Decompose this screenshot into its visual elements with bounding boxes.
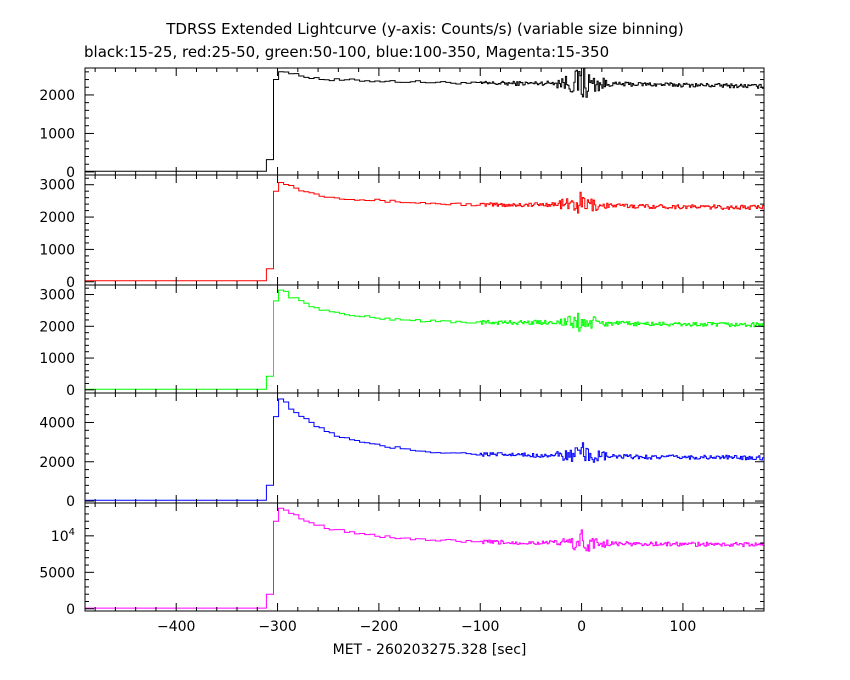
panel-2: 0 1000 2000 3000 bbox=[39, 174, 765, 291]
panel-1: 0 1000 2000 bbox=[39, 67, 765, 181]
y-tick-label: 1000 bbox=[39, 242, 75, 258]
series-line-4 bbox=[85, 398, 764, 501]
y-tick-label: 0 bbox=[66, 165, 75, 181]
y-tick-label: 2000 bbox=[39, 319, 75, 335]
y-tick-label-exponent: 4 bbox=[69, 527, 75, 538]
series-line-1 bbox=[85, 68, 764, 172]
x-tick-label: −200 bbox=[360, 619, 398, 635]
series-line-2 bbox=[85, 182, 764, 282]
y-tick-label: 2000 bbox=[39, 88, 75, 104]
y-tick-label: 4000 bbox=[39, 415, 75, 431]
y-tick-label: 3000 bbox=[39, 178, 75, 194]
y-tick-label: 3000 bbox=[39, 288, 75, 304]
panel-4: 0 2000 4000 bbox=[39, 392, 765, 510]
series-line-3 bbox=[85, 289, 764, 390]
panel-frame bbox=[84, 502, 765, 612]
y-tick-label: 1000 bbox=[39, 126, 75, 142]
y-tick-label: 0 bbox=[66, 494, 75, 510]
series-line-5 bbox=[85, 507, 764, 609]
y-tick-label: 0 bbox=[66, 275, 75, 291]
panel-frame bbox=[84, 284, 765, 394]
y-tick-label: 2000 bbox=[39, 210, 75, 226]
chart-subtitle: black:15-25, red:25-50, green:50-100, bl… bbox=[84, 43, 610, 61]
chart-title: TDRSS Extended Lightcurve (y-axis: Count… bbox=[166, 20, 684, 38]
panel-5: 0 5000 104 bbox=[39, 502, 765, 618]
panel-frame bbox=[84, 67, 765, 176]
panel-frame bbox=[84, 392, 765, 504]
y-tick-label: 1000 bbox=[39, 351, 75, 367]
y-tick-label: 0 bbox=[66, 602, 75, 618]
x-tick-label: 100 bbox=[670, 619, 697, 635]
x-axis-label: MET - 260203275.328 [sec] bbox=[333, 642, 527, 658]
x-tick-label: −300 bbox=[258, 619, 296, 635]
y-tick-label: 104 bbox=[51, 527, 75, 545]
x-tick-label: 0 bbox=[577, 619, 586, 635]
x-tick-label: −100 bbox=[461, 619, 499, 635]
y-tick-label: 2000 bbox=[39, 455, 75, 471]
y-tick-label: 5000 bbox=[39, 565, 75, 581]
x-tick-label: −400 bbox=[157, 619, 195, 635]
panel-3: 0 1000 2000 3000 bbox=[39, 284, 765, 399]
y-tick-label: 0 bbox=[66, 383, 75, 399]
panel-frame bbox=[84, 174, 765, 286]
